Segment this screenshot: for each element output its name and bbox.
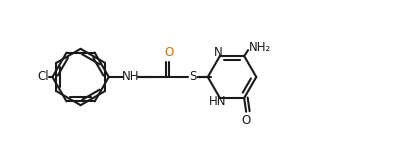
Text: Cl: Cl [38,71,49,83]
Text: HN: HN [209,95,227,108]
Text: O: O [165,46,174,59]
Text: NH₂: NH₂ [249,41,271,54]
Text: N: N [213,46,222,59]
Text: NH: NH [122,71,139,83]
Text: S: S [189,71,196,83]
Text: O: O [242,114,251,127]
